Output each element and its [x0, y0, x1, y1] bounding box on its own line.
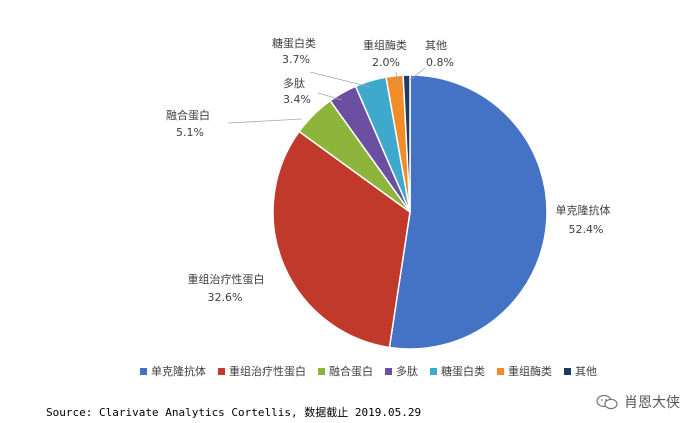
- pie-slice-2: [272, 130, 411, 349]
- pie-slice-7: [402, 74, 411, 213]
- wechat-icon: [596, 394, 618, 410]
- slice-value-4: 3.4%: [283, 93, 311, 106]
- slice-label-4: 多肽: [283, 76, 305, 90]
- slice-value-6: 2.0%: [372, 56, 400, 69]
- leader-line-3: [227, 118, 303, 124]
- slice-value-3: 5.1%: [176, 126, 204, 139]
- slice-value-2: 32.6%: [208, 291, 243, 304]
- legend-item-7: 其他: [564, 363, 597, 379]
- slice-value-7: 0.8%: [426, 56, 454, 69]
- slice-label-2: 重组治疗性蛋白: [188, 272, 265, 286]
- legend: 单克隆抗体 重组治疗性蛋白 融合蛋白 多肽 糖蛋白类 重组酶类 其他: [140, 363, 597, 379]
- legend-label: 重组酶类: [508, 365, 552, 378]
- leader-line-6: [395, 71, 399, 85]
- legend-label: 融合蛋白: [329, 365, 373, 378]
- watermark-text: 肖恩大侠: [624, 395, 680, 411]
- slice-label-7: 其他: [425, 39, 447, 52]
- slice-value-1: 52.4%: [569, 223, 604, 236]
- leader-line-4: [317, 92, 343, 101]
- pie-slice-1: [388, 74, 548, 350]
- legend-swatch: [430, 367, 437, 375]
- legend-swatch: [564, 367, 571, 375]
- watermark: 肖恩大侠: [596, 392, 680, 412]
- legend-item-5: 糖蛋白类: [430, 363, 485, 379]
- legend-item-3: 融合蛋白: [318, 363, 373, 379]
- legend-item-6: 重组酶类: [497, 363, 552, 379]
- legend-swatch: [218, 367, 225, 375]
- leader-line-5: [309, 71, 371, 88]
- legend-swatch: [385, 367, 392, 375]
- slice-label-6: 重组酶类: [363, 38, 407, 52]
- legend-item-1: 单克隆抗体: [140, 363, 206, 379]
- legend-label: 单克隆抗体: [151, 365, 206, 378]
- legend-item-4: 多肽: [385, 363, 418, 379]
- legend-item-2: 重组治疗性蛋白: [218, 363, 306, 379]
- leader-line-7: [409, 67, 426, 81]
- pie-chart: 单克隆抗体 52.4% 重组治疗性蛋白 32.6% 融合蛋白 5.1% 多肽 3.4% 糖蛋白类…: [166, 36, 611, 350]
- slice-label-5: 糖蛋白类: [272, 36, 316, 50]
- legend-swatch: [318, 367, 325, 375]
- legend-label: 多肽: [396, 365, 418, 378]
- slice-value-5: 3.7%: [282, 53, 310, 66]
- legend-swatch: [140, 367, 147, 375]
- slice-label-1: 单克隆抗体: [556, 203, 611, 217]
- legend-swatch: [497, 367, 504, 375]
- legend-label: 重组治疗性蛋白: [229, 365, 306, 378]
- source-note: Source: Clarivate Analytics Cortellis, 数…: [46, 406, 422, 419]
- slice-label-3: 融合蛋白: [166, 108, 210, 122]
- legend-label: 其他: [575, 365, 597, 378]
- legend-label: 糖蛋白类: [441, 365, 485, 378]
